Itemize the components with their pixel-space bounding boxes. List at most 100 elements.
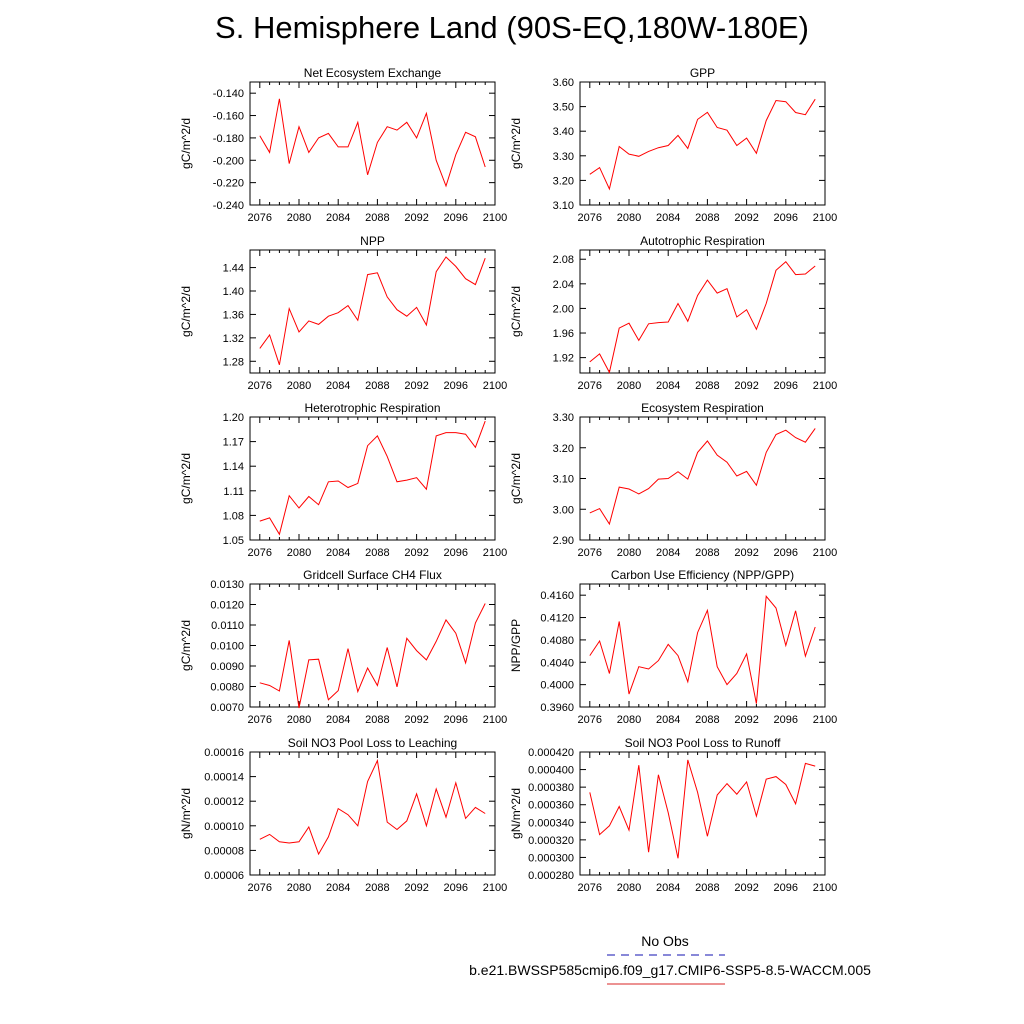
y-tick-label: 0.00016 [204, 747, 244, 759]
chart-title: Carbon Use Efficiency (NPP/GPP) [611, 568, 794, 582]
x-tick-label: 2100 [813, 714, 837, 726]
chart-title: Soil NO3 Pool Loss to Runoff [625, 736, 782, 750]
chart-title: Heterotrophic Respiration [304, 401, 440, 415]
y-tick-label: 0.00006 [204, 870, 244, 882]
y-tick-label: 1.05 [223, 535, 244, 547]
x-tick-label: 2076 [578, 380, 602, 392]
y-tick-label: 2.90 [553, 535, 574, 547]
x-tick-label: 2080 [287, 714, 311, 726]
x-tick-label: 2100 [483, 212, 507, 224]
y-tick-label: 3.00 [553, 504, 574, 516]
series-line [259, 603, 486, 709]
plot-frame [249, 583, 496, 708]
y-tick-label: 3.20 [553, 175, 574, 187]
x-tick-label: 2076 [578, 882, 602, 894]
x-tick-label: 2092 [734, 547, 758, 559]
x-tick-label: 2080 [287, 380, 311, 392]
y-tick-label: 0.00012 [204, 796, 244, 808]
chart-title: Ecosystem Respiration [641, 401, 764, 415]
x-tick-label: 2076 [248, 882, 272, 894]
x-tick-label: 2092 [404, 547, 428, 559]
x-tick-label: 2076 [248, 212, 272, 224]
plot-frame [579, 583, 826, 708]
x-tick-label: 2088 [365, 380, 389, 392]
figure-title: S. Hemisphere Land (90S-EQ,180W-180E) [215, 10, 809, 45]
y-tick-label: 1.92 [553, 353, 574, 365]
series-line [589, 759, 816, 859]
x-tick-label: 2096 [444, 547, 468, 559]
x-tick-label: 2088 [365, 882, 389, 894]
y-axis-label: gC/m^2/d [179, 620, 193, 671]
x-tick-label: 2092 [734, 714, 758, 726]
x-tick-label: 2092 [404, 714, 428, 726]
plot-frame [579, 249, 826, 374]
y-tick-label: 0.000400 [528, 765, 574, 777]
y-tick-label: 3.30 [553, 151, 574, 163]
x-tick-label: 2084 [656, 380, 680, 392]
x-tick-label: 2096 [774, 882, 798, 894]
x-tick-label: 2088 [695, 212, 719, 224]
plot-frame [579, 416, 826, 541]
chart-panel-3: NPP gC/m^2/d 1.44 1.40 1.36 1.32 1.28 2076 2080 2… [179, 234, 507, 392]
x-tick-label: 2080 [617, 380, 641, 392]
y-tick-label: 0.000300 [528, 852, 574, 864]
x-tick-label: 2084 [656, 882, 680, 894]
legend-obs-label: No Obs [641, 933, 689, 949]
series-line [589, 98, 816, 191]
x-tick-label: 2096 [774, 714, 798, 726]
chart-panel-2: GPP gC/m^2/d 3.60 3.50 3.40 3.30 3.20 3.10 2076 2… [509, 66, 837, 224]
chart-panel-5: Heterotrophic Respiration gC/m^2/d 1.20 1.1… [179, 401, 507, 559]
x-tick-label: 2100 [813, 212, 837, 224]
y-tick-label: 1.40 [223, 286, 244, 298]
y-tick-label: 0.4000 [540, 680, 574, 692]
y-axis-label: NPP/GPP [509, 619, 523, 672]
x-tick-label: 2100 [483, 380, 507, 392]
chart-title: Gridcell Surface CH4 Flux [303, 568, 442, 582]
y-tick-label: 2.08 [553, 254, 574, 266]
y-tick-label: 0.0090 [210, 661, 244, 673]
x-tick-label: 2092 [404, 212, 428, 224]
x-tick-label: 2100 [813, 547, 837, 559]
x-tick-label: 2084 [326, 882, 350, 894]
y-tick-label: 0.000380 [528, 782, 574, 794]
plot-frame [249, 81, 496, 206]
y-tick-label: -0.140 [213, 88, 244, 100]
x-tick-label: 2076 [248, 547, 272, 559]
y-axis-label: gC/m^2/d [179, 286, 193, 337]
y-tick-label: 0.0100 [210, 641, 244, 653]
y-tick-label: 0.4120 [540, 613, 574, 625]
y-tick-label: 3.40 [553, 126, 574, 138]
x-tick-label: 2088 [365, 714, 389, 726]
legend-model-label: b.e21.BWSSP585cmip6.f09_g17.CMIP6-SSP5-8… [469, 962, 871, 978]
x-tick-label: 2092 [734, 212, 758, 224]
plot-frame [579, 751, 826, 876]
chart-panel-7: Gridcell Surface CH4 Flux gC/m^2/d 0.0130 0… [179, 568, 507, 726]
chart-panel-6: Ecosystem Respiration gC/m^2/d 3.30 3.20 3.1… [509, 401, 837, 559]
series-line [589, 260, 816, 374]
series-line [259, 420, 486, 536]
x-tick-label: 2080 [287, 882, 311, 894]
y-tick-label: 1.32 [223, 333, 244, 345]
y-tick-label: 0.0080 [210, 682, 244, 694]
x-tick-label: 2096 [444, 882, 468, 894]
series-line [259, 98, 486, 188]
y-axis-label: gC/m^2/d [509, 453, 523, 504]
x-tick-label: 2088 [695, 714, 719, 726]
y-tick-label: 0.0110 [211, 620, 244, 632]
x-tick-label: 2076 [578, 714, 602, 726]
y-tick-label: 1.08 [223, 510, 244, 522]
plot-frame [579, 81, 826, 206]
x-tick-label: 2092 [734, 380, 758, 392]
x-tick-label: 2080 [617, 547, 641, 559]
chart-panel-1: Net Ecosystem Exchange gC/m^2/d -0.140 -0.1… [179, 66, 507, 224]
x-tick-label: 2100 [813, 380, 837, 392]
chart-title: NPP [360, 234, 385, 248]
y-tick-label: 2.00 [553, 303, 574, 315]
y-tick-label: 0.4160 [540, 590, 574, 602]
x-tick-label: 2080 [617, 212, 641, 224]
x-tick-label: 2088 [365, 212, 389, 224]
chart-panel-10: Soil NO3 Pool Loss to Runoff gN/m^2/d 0.00… [509, 736, 837, 894]
x-tick-label: 2092 [404, 380, 428, 392]
x-tick-label: 2088 [695, 882, 719, 894]
chart-title: Net Ecosystem Exchange [304, 66, 442, 80]
